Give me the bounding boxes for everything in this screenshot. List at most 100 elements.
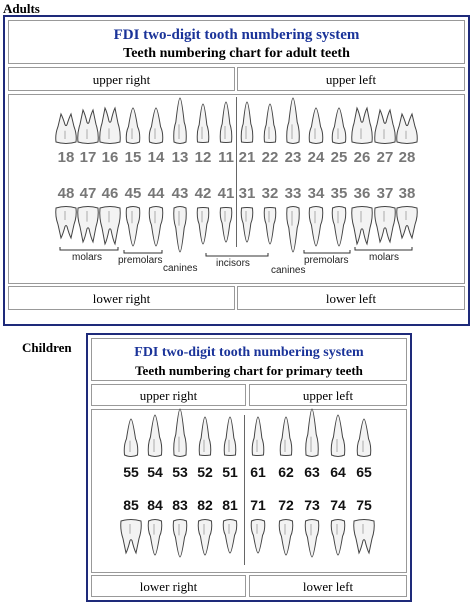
child-tooth-85-icon [120, 519, 142, 555]
adult-tooth-number-35: 35 [330, 185, 348, 202]
adult-tooth-38-icon [396, 206, 418, 240]
child-upper-left-label: upper left [302, 388, 354, 403]
adult-tooth-number-42: 42 [194, 185, 212, 202]
child-tooth-55-icon [123, 418, 139, 457]
adult-tooth-41-icon [219, 207, 233, 243]
child-tooth-number-85: 85 [123, 497, 139, 513]
child-tooth-71-icon [250, 519, 266, 554]
child-tooth-number-75: 75 [356, 497, 372, 513]
adult-midline [236, 97, 237, 247]
child-tooth-number-61: 61 [250, 464, 266, 480]
child-teeth-box [91, 409, 407, 573]
child-tooth-number-63: 63 [304, 464, 320, 480]
adult-tooth-16-icon [99, 106, 121, 144]
adult-tooth-number-12: 12 [194, 149, 212, 166]
adult-tooth-15-icon [125, 107, 141, 144]
adult-tooth-12-icon [196, 103, 210, 143]
child-chart-title: FDI two-digit tooth numbering system [134, 345, 364, 360]
child-tooth-65-icon [356, 418, 372, 457]
child-lower-left-label: lower left [302, 579, 354, 594]
adult-tooth-36-icon [351, 206, 373, 246]
adult-tooth-44-icon [148, 206, 164, 247]
bracket-molars-right [59, 247, 119, 251]
adult-tooth-27-icon [374, 108, 396, 144]
child-tooth-number-64: 64 [330, 464, 346, 480]
adult-tooth-number-33: 33 [284, 185, 302, 202]
child-tooth-number-51: 51 [222, 464, 238, 480]
bracket-premolars-right [123, 250, 163, 254]
adult-tooth-22-icon [263, 103, 277, 143]
adult-upper-right-label: upper right [92, 72, 151, 87]
adult-tooth-35-icon [331, 206, 347, 247]
child-tooth-number-65: 65 [356, 464, 372, 480]
adult-tooth-14-icon [148, 107, 164, 144]
adult-tooth-number-23: 23 [284, 149, 302, 166]
adult-tooth-34-icon [308, 206, 324, 247]
child-tooth-74-icon [330, 519, 346, 556]
adult-tooth-32-icon [263, 207, 277, 245]
adult-tooth-number-36: 36 [353, 185, 371, 202]
adult-tooth-number-25: 25 [330, 149, 348, 166]
adults-section-label: Adults [3, 1, 40, 16]
adult-title-box: FDI two-digit tooth numbering system Tee… [8, 20, 465, 64]
child-tooth-number-82: 82 [197, 497, 213, 513]
child-tooth-83-icon [172, 519, 188, 558]
child-tooth-72-icon [278, 519, 294, 556]
child-tooth-62-icon [279, 416, 293, 456]
adult-tooth-31-icon [240, 207, 254, 243]
adult-tooth-37-icon [374, 206, 396, 244]
adult-tooth-number-13: 13 [171, 149, 189, 166]
child-lower-right-label: lower right [139, 579, 198, 594]
adult-tooth-11-icon [219, 101, 233, 143]
child-upper-left-header: upper left [249, 384, 407, 406]
child-tooth-number-53: 53 [172, 464, 188, 480]
adult-lower-left-label: lower left [325, 291, 377, 306]
adult-tooth-number-34: 34 [307, 185, 325, 202]
child-tooth-53-icon [173, 408, 187, 457]
bracket-molars-left [354, 247, 413, 251]
child-tooth-73-icon [304, 519, 320, 558]
adult-tooth-number-28: 28 [398, 149, 416, 166]
adult-tooth-number-44: 44 [147, 185, 165, 202]
adult-tooth-number-27: 27 [376, 149, 394, 166]
adult-tooth-number-37: 37 [376, 185, 394, 202]
child-tooth-number-55: 55 [123, 464, 139, 480]
adult-lower-right-header: lower right [8, 286, 235, 310]
adult-tooth-number-24: 24 [307, 149, 325, 166]
adult-tooth-number-31: 31 [238, 185, 256, 202]
adult-tooth-number-47: 47 [79, 185, 97, 202]
adult-tooth-number-22: 22 [261, 149, 279, 166]
adult-tooth-number-15: 15 [124, 149, 142, 166]
child-tooth-54-icon [147, 414, 163, 457]
child-tooth-82-icon [197, 519, 213, 556]
child-title-box: FDI two-digit tooth numbering system Tee… [91, 338, 407, 381]
child-tooth-number-73: 73 [304, 497, 320, 513]
adult-tooth-28-icon [396, 112, 418, 144]
adult-tooth-number-21: 21 [238, 149, 256, 166]
adult-tooth-24-icon [308, 107, 324, 144]
adult-tooth-number-18: 18 [57, 149, 75, 166]
bracket-premolars-left [303, 250, 351, 254]
group-label-canines-left: canines [271, 265, 306, 276]
child-upper-right-header: upper right [91, 384, 246, 406]
adult-tooth-number-17: 17 [79, 149, 97, 166]
adult-tooth-number-46: 46 [101, 185, 119, 202]
bracket-incisors [205, 253, 269, 257]
adult-upper-left-label: upper left [325, 72, 377, 87]
child-tooth-52-icon [198, 416, 212, 456]
child-tooth-number-83: 83 [172, 497, 188, 513]
child-tooth-84-icon [147, 519, 163, 556]
child-tooth-number-52: 52 [197, 464, 213, 480]
adult-tooth-17-icon [77, 108, 99, 144]
adult-chart-subtitle: Teeth numbering chart for adult teeth [123, 46, 350, 61]
adult-tooth-26-icon [351, 106, 373, 144]
child-tooth-number-74: 74 [330, 497, 346, 513]
adult-tooth-number-48: 48 [57, 185, 75, 202]
child-tooth-51-icon [223, 416, 237, 456]
adult-tooth-number-38: 38 [398, 185, 416, 202]
child-tooth-61-icon [251, 416, 265, 456]
adult-tooth-number-43: 43 [171, 185, 189, 202]
child-tooth-number-71: 71 [250, 497, 266, 513]
